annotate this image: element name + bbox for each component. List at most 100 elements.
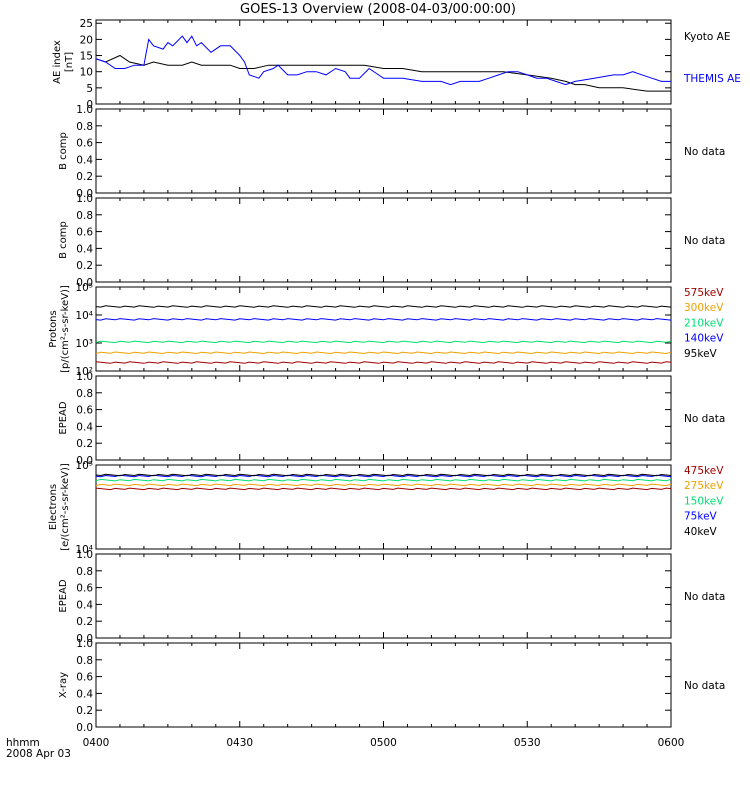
y-tick-label: 0.4 [76,243,93,255]
panel-frame [95,375,672,461]
y-tick-label: 0.6 [76,672,93,684]
panel-frame [95,464,672,550]
flux-line-150kev [95,478,672,482]
x-tick-label: 0500 [370,737,397,749]
legend-label: 475keV [684,465,724,477]
panel-frame [95,286,672,372]
y-tick-label: 1.0 [76,549,93,561]
no-data-label: No data [684,591,725,603]
y-tick-label: 0.0 [76,633,93,645]
flux-line-95kev [95,305,672,308]
y-tick-label: 10² [75,366,93,378]
y-tick-label: 10⁴ [75,310,93,322]
y-tick-label: 25 [80,18,93,30]
panel-epead1: 0.0 0.2 0.4 0.6 0.8 1.0 EPEAD No data [58,371,725,467]
y-axis-unit: [p/(cm²-s-sr-keV)] [60,285,71,373]
y-axis-label: X-ray [58,672,69,698]
legend-label: 210keV [684,317,724,329]
x-tick-label: 0530 [514,737,541,749]
y-tick-label: 0.6 [76,583,93,595]
flux-line-575kev [95,361,672,364]
y-tick-label: 15 [80,51,93,63]
legend-label: 140keV [684,333,724,345]
y-tick-label: 20 [80,34,93,46]
panel-electrons: 10⁴ 10⁵ Electrons [e/(cm²-s-sr-keV)] 475keV 2… [48,460,724,556]
flux-line-475kev [95,487,672,491]
legend-label: 150keV [684,495,724,507]
panel-frame [95,197,672,283]
y-tick-label: 0.6 [76,138,93,150]
panel-ae: 0 5 10 15 20 25 AE index [nT] Kyoto AE THEMIS AE [52,18,741,111]
y-axis-label: EPEAD [58,579,69,613]
panel-frame [95,108,672,194]
no-data-label: No data [684,680,725,692]
flux-line-210kev [95,340,672,344]
panel-epead2: 0.0 0.2 0.4 0.6 0.8 1.0 EPEAD No data [58,549,725,645]
chart-title: GOES-13 Overview (2008-04-03/00:00:00) [240,2,516,17]
y-tick-label: 0.8 [76,566,93,578]
flux-line-140kev [95,318,672,321]
y-axis-unit: [nT] [64,52,75,72]
legend-label: Kyoto AE [684,31,730,43]
legend-label: 40keV [684,526,718,538]
flux-line-275kev [95,483,672,487]
y-axis-label: B comp [58,132,69,170]
panel-frame [95,553,672,639]
footer-hhmm: hhmm [6,737,40,749]
no-data-label: No data [684,146,725,158]
y-tick-label: 0.0 [76,188,93,200]
y-tick-label: 1.0 [76,371,93,383]
y-tick-label: 0.0 [76,277,93,289]
panel-frame [95,19,672,105]
series-line-kyoto-ae [95,54,671,92]
y-tick-label: 0.2 [76,438,93,450]
y-tick-label: 0.2 [76,616,93,628]
y-tick-label: 10 [80,67,93,79]
y-tick-label: 0.4 [76,154,93,166]
no-data-label: No data [684,413,725,425]
y-tick-label: 1.0 [76,193,93,205]
y-tick-label: 0.6 [76,227,93,239]
y-axis-label: Electrons [48,484,59,530]
y-tick-label: 0.4 [76,688,93,700]
y-tick-label: 10⁵ [75,460,93,472]
y-axis-label: Protons [48,310,59,347]
legend-label: 275keV [684,480,724,492]
x-tick-label: 0430 [226,737,253,749]
flux-line-300kev [95,351,672,355]
legend-label: 75keV [684,511,718,523]
panel-frame [95,642,672,728]
legend-label: 95keV [684,348,718,360]
footer-date: 2008 Apr 03 [6,748,71,760]
no-data-label: No data [684,235,725,247]
flux-line-40kev [95,473,672,477]
y-tick-label: 0.2 [76,171,93,183]
y-axis-label: EPEAD [58,401,69,435]
y-tick-label: 0.8 [76,121,93,133]
legend-label: THEMIS AE [683,73,741,85]
legend-label: 575keV [684,287,724,299]
y-tick-label: 0.2 [76,705,93,717]
y-tick-label: 1.0 [76,638,93,650]
y-tick-label: 0.4 [76,421,93,433]
y-tick-label: 0.2 [76,260,93,272]
panel-bcomp2: 0.0 0.2 0.4 0.6 0.8 1.0 B comp No data [58,193,725,289]
y-axis-label: AE index [52,40,63,84]
flux-line-75kev [95,474,672,478]
y-axis-unit: [e/(cm²-s-sr-keV)] [60,463,71,551]
y-tick-label: 10³ [75,338,93,350]
y-tick-label: 5 [86,83,93,95]
panel-protons: 10² 10³ 10⁴ 10⁵ Protons [p/(cm²-s-sr-keV)] 575… [48,282,724,378]
panel-bcomp1: 0.0 0.2 0.4 0.6 0.8 1.0 B comp No data [58,104,725,200]
y-axis-label: B comp [58,221,69,259]
y-tick-label: 0.6 [76,405,93,417]
x-tick-label: 0400 [83,737,110,749]
y-tick-label: 1.0 [76,104,93,116]
y-tick-label: 0.4 [76,599,93,611]
y-tick-label: 0.8 [76,210,93,222]
panel-xray: 0.0 0.2 0.4 0.6 0.8 1.0 X-ray No data [58,638,725,734]
y-tick-label: 0 [86,99,93,111]
y-tick-label: 0.0 [76,455,93,467]
y-tick-label: 0.0 [76,722,93,734]
